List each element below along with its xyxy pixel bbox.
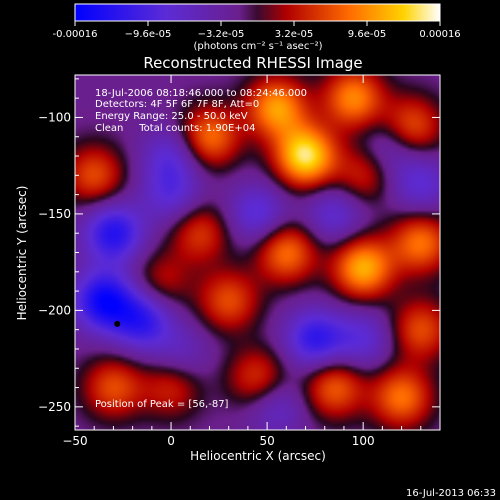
y-tick-label: −200: [38, 303, 71, 317]
chart-title: Reconstructed RHESSI Image: [143, 54, 362, 72]
colorbar-tick-label: −3.2e-05: [198, 29, 245, 40]
peak-marker: [114, 320, 121, 327]
annotation-time-range: 18-Jul-2006 08:18:46.000 to 08:24:46.000: [95, 88, 307, 99]
axis-ticks: −50 0 50 100 −100 −150 −200 −250: [38, 75, 441, 448]
colorbar-tick-label: −9.6e-05: [125, 29, 172, 40]
colorbar-gradient: [74, 3, 441, 22]
x-tick-label: −50: [62, 434, 87, 448]
colorbar-tick-label: 3.2e-05: [275, 29, 313, 40]
heatmap-image: [75, 75, 440, 430]
x-tick-label: 0: [167, 434, 175, 448]
colorbar-tick-label: 0.00016: [419, 29, 460, 40]
colorbar-ticks: -0.00016 −9.6e-05 −3.2e-05 3.2e-05 9.6e-05 0.…: [53, 21, 461, 40]
colorbar-label: (photons cm⁻² s⁻¹ asec⁻²): [193, 41, 322, 52]
annotation-energy-range: Energy Range: 25.0 - 50.0 keV: [95, 111, 248, 122]
render-timestamp: 16-Jul-2013 06:33: [406, 488, 496, 499]
annotation-detectors: Detectors: 4F 5F 6F 7F 8F, Att=0: [95, 99, 259, 110]
y-tick-label: −100: [38, 110, 71, 124]
peak-position-label: Position of Peak = [56,-87]: [95, 399, 229, 410]
colorbar-tick-label: -0.00016: [53, 29, 98, 40]
x-tick-label: 100: [352, 434, 375, 448]
annotation-clean-counts: Clean Total counts: 1.90E+04: [95, 123, 255, 134]
plot-area: −50 0 50 100 −100 −150 −200 −250: [38, 74, 441, 448]
colorbar-tick-label: 9.6e-05: [348, 29, 386, 40]
x-tick-label: 50: [259, 434, 274, 448]
x-axis-label: Heliocentric X (arcsec): [190, 449, 326, 463]
colorbar: -0.00016 −9.6e-05 −3.2e-05 3.2e-05 9.6e-05 0.…: [53, 3, 461, 52]
y-tick-label: −250: [38, 400, 71, 414]
y-tick-label: −150: [38, 207, 71, 221]
y-axis-label: Heliocentric Y (arcsec): [15, 186, 29, 321]
annotations: 18-Jul-2006 08:18:46.000 to 08:24:46.000…: [95, 88, 307, 410]
